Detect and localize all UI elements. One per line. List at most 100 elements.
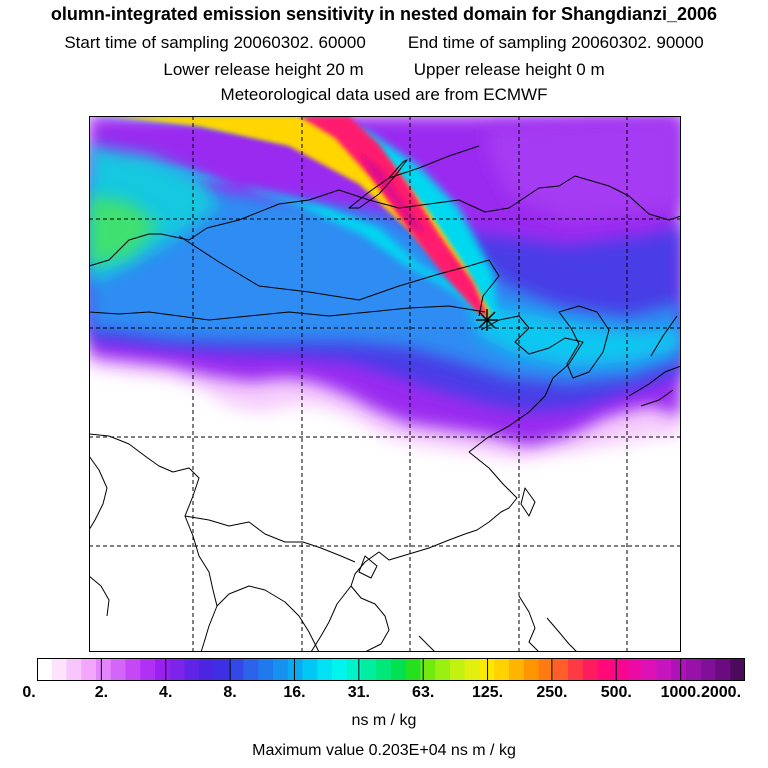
colorbar-cell [450,658,466,681]
japan-islands [628,315,681,407]
colorbar-cell [214,658,230,681]
colorbar-units-label: ns m / kg [351,712,417,729]
colorbar-tick-label: 2. [94,684,109,701]
colorbar-tick-label: 63. [412,684,435,701]
colorbar-cell [568,658,584,681]
plume-outer [89,116,499,320]
bohai-coast [468,315,584,453]
map-frame [89,116,681,652]
philippines-north [518,595,540,652]
china-east-coast [408,451,518,555]
plume-core-dark [359,152,425,232]
hainan-island [358,555,378,579]
colorbar-cell [155,658,171,681]
colorbar-cell [332,658,348,681]
indochina-coast [310,585,352,652]
colorbar-cell [597,658,613,681]
colorbar-cell [346,658,363,681]
colorbar-cell [169,658,186,681]
colorbar-cells [37,658,745,681]
mongolia-south [178,235,500,317]
colorbar-cell [494,658,510,681]
colorbar-cell [405,658,422,681]
colorbar-tick-label: 125. [471,684,504,701]
colorbar-cell [81,658,97,681]
colorbar-cell [317,658,333,681]
china-kazakh-border [89,233,161,267]
colorbar-cell [671,658,687,681]
colorbar-cell [730,658,745,681]
mongolia-border [160,175,681,241]
india-bay [89,455,108,531]
upper-release-height-label: Upper release height 0 m [413,60,605,79]
maximum-value-label: Maximum value 0.203E+04 ns m / kg [252,742,516,759]
philippines-south [546,617,578,652]
colorbar-cell [258,658,274,681]
colorbar-cell [66,658,82,681]
sampling-time-line: Start time of sampling 20060302. 60000 En… [0,33,768,53]
thailand-coast [200,605,218,652]
colorbar-cell [361,658,377,681]
korea-peninsula [558,305,610,379]
colorbar-tick-label: 1000. [660,684,701,701]
colorbar-cell [391,658,407,681]
colorbar-cell [140,658,156,681]
myanmar-border [89,433,218,607]
grid-lines [89,116,681,652]
colorbar-cell [51,658,68,681]
lower-release-height-label: Lower release height 20 m [163,60,364,79]
field-green-west [89,196,159,266]
field-cyan [469,302,681,366]
colorbar-cell [287,658,304,681]
colorbar-tick-label: 2000. [700,684,742,701]
colorbar-tick-label: 500. [600,684,632,701]
field-violet-ne [489,116,681,222]
colorbar-dividers [100,658,682,681]
colorbar-cell [96,658,112,681]
colorbar-cell [125,658,141,681]
borneo-edge [418,635,436,652]
colorbar-cell [199,658,215,681]
colorbar-cell [376,658,392,681]
china-sw-border [184,515,356,563]
colorbar-cell [656,658,672,681]
colorbar-cell [302,658,318,681]
colorbar-cell [464,658,481,681]
colorbar-tick-label: 0. [22,684,36,701]
plume-core [299,116,489,318]
south-china-coast [350,551,410,652]
coastlines [89,145,681,652]
colorbar-cell [627,658,643,681]
russia-border [388,145,480,179]
met-data-label: Meteorological data used are from ECMWF [220,85,548,104]
colorbar-cell [273,658,289,681]
colorbar-cell [509,658,525,681]
baikal-lake [348,159,408,209]
colorbar-cell [612,658,628,681]
receptor-marker [476,309,498,331]
china-north-border [89,305,486,321]
colorbar-cell [184,658,200,681]
taiwan-island [520,487,536,517]
colorbar-cell [715,658,731,681]
colorbar-cell [700,658,717,681]
colorbar-tick-label: 4. [159,684,173,701]
emission-sensitivity-map [89,116,681,652]
colorbar-cell [686,658,702,681]
colorbar-cell [420,658,436,681]
end-time-label: End time of sampling 20060302. 90000 [407,33,704,52]
colorbar-frame [37,658,745,681]
colorbar-tick-label: 16. [283,684,306,701]
sensitivity-field [89,116,681,652]
bangladesh-coast [89,575,110,617]
colorbar-cell [37,658,53,681]
start-time-label: Start time of sampling 20060302. 60000 [64,33,366,52]
plot-title: olumn-integrated emission sensitivity in… [50,4,718,24]
colorbar-cell [110,658,127,681]
colorbar-cell [641,658,658,681]
colorbar-cell [538,658,554,681]
colorbar-cell [228,658,245,681]
colorbar-cell [435,658,451,681]
colorbar-cell [523,658,540,681]
colorbar-cell [243,658,259,681]
